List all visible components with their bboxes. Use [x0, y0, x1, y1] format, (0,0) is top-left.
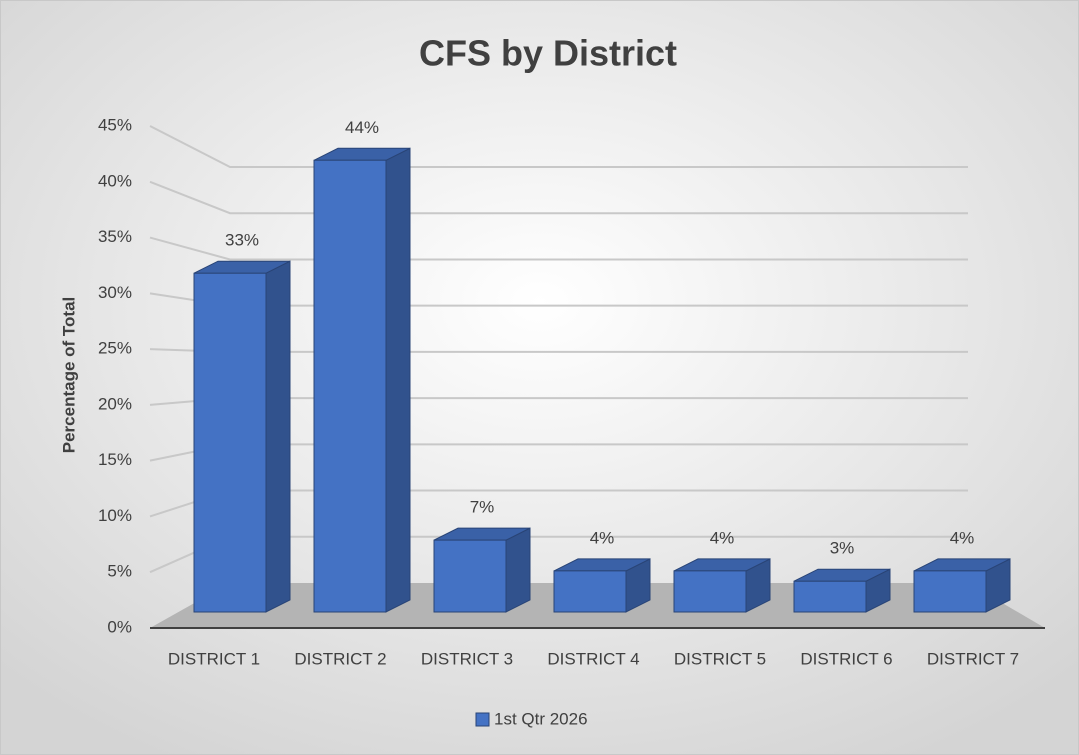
- y-tick-label: 30%: [98, 283, 132, 302]
- bar: [433, 527, 531, 613]
- bar: [793, 568, 891, 613]
- bar: [553, 558, 651, 613]
- bar-front: [913, 570, 987, 613]
- bar: [913, 558, 1011, 613]
- x-tick-label: DISTRICT 1: [168, 649, 260, 668]
- grid-line: [149, 236, 968, 261]
- y-tick-label: 35%: [98, 227, 132, 246]
- legend-swatch: [475, 712, 490, 727]
- bar-front: [433, 539, 507, 613]
- data-label: 4%: [710, 528, 735, 547]
- grid-line: [149, 125, 968, 168]
- x-tick-label: DISTRICT 4: [547, 649, 639, 668]
- data-label: 3%: [830, 539, 855, 558]
- bar-front: [553, 570, 627, 613]
- x-tick-label: DISTRICT 7: [927, 649, 1019, 668]
- data-label: 7%: [470, 498, 495, 517]
- y-tick-label: 25%: [98, 339, 132, 358]
- y-tick-label: 15%: [98, 450, 132, 469]
- grid-line: [149, 180, 968, 215]
- y-tick-label: 20%: [98, 394, 132, 413]
- x-tick-label: DISTRICT 5: [674, 649, 766, 668]
- bar: [193, 260, 291, 613]
- y-tick-label: 10%: [98, 506, 132, 525]
- bar: [313, 147, 411, 613]
- bar: [673, 558, 771, 613]
- x-tick-label: DISTRICT 3: [421, 649, 513, 668]
- x-tick-label: DISTRICT 2: [294, 649, 386, 668]
- data-label: 33%: [225, 231, 259, 250]
- legend-label: 1st Qtr 2026: [494, 709, 588, 728]
- y-tick-label: 40%: [98, 171, 132, 190]
- y-tick-label: 45%: [98, 115, 132, 134]
- bar-front: [193, 272, 267, 613]
- x-tick-label: DISTRICT 6: [800, 649, 892, 668]
- data-label: 4%: [590, 528, 615, 547]
- bar-side: [385, 147, 411, 613]
- data-label: 4%: [950, 528, 975, 547]
- bar-front: [313, 159, 387, 613]
- y-tick-label: 5%: [107, 562, 132, 581]
- chart-title: CFS by District: [419, 33, 677, 74]
- bar-side: [265, 260, 291, 613]
- data-label: 44%: [345, 118, 379, 137]
- y-tick-label: 0%: [107, 617, 132, 636]
- bar-front: [793, 580, 867, 613]
- bar-side: [505, 527, 531, 613]
- y-axis-title: Percentage of Total: [59, 297, 78, 454]
- bar-front: [673, 570, 747, 613]
